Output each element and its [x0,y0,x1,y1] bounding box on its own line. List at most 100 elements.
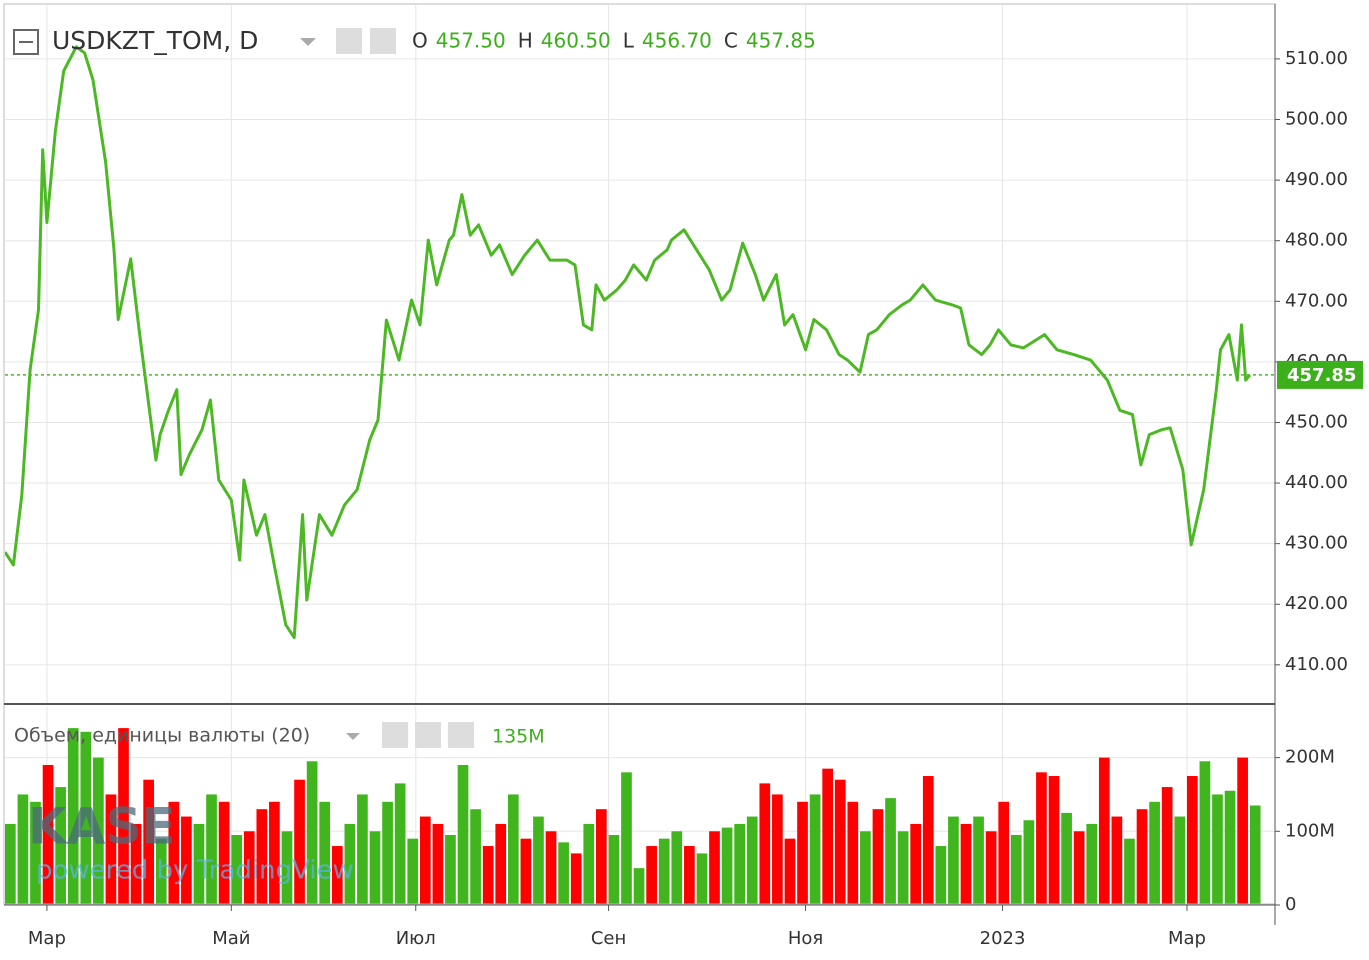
ohlc-label: O [412,29,428,53]
volume-bar [1036,772,1047,905]
volume-bar [130,823,142,905]
x-tick-label: Июл [396,928,436,949]
volume-bar [860,831,871,905]
volume-bar [294,779,305,905]
volume-bar [1124,838,1135,905]
volume-pane [5,728,1261,905]
volume-bar [193,823,205,905]
settings-button[interactable] [415,722,441,748]
volume-bar [1186,776,1198,905]
volume-bar [394,783,406,905]
volume-bar [633,868,645,905]
volume-bar [809,794,821,905]
volume-bar [772,794,783,905]
volume-bar [608,834,620,905]
volume-bar [595,809,607,905]
volume-bar [1098,757,1110,905]
volume-bar [671,831,683,905]
ohlc-value: 456.70 [642,29,712,53]
volume-bar [1111,816,1123,905]
y-tick-label: 430.00 [1285,533,1348,554]
volume-bar [1073,831,1085,905]
volume-bar [256,809,268,905]
price-pane [5,45,1275,640]
volume-bar [1174,816,1186,905]
last-price-label: 457.85 [1287,365,1356,386]
y-tick-label: 470.00 [1285,290,1348,311]
eye-button[interactable] [336,28,362,54]
volume-bar [621,772,632,905]
volume-bar [533,816,544,905]
settings-button[interactable] [370,28,396,54]
x-tick-label: 2023 [980,928,1026,949]
volume-bar [143,779,155,905]
dropdown-arrow[interactable] [300,38,316,46]
volume-bar [1136,809,1148,905]
volume-bar [834,779,846,905]
volume-bar [1010,834,1022,905]
volume-bar [495,823,507,905]
x-tick-label: Май [212,928,250,949]
volume-bar [721,827,733,905]
volume-bar [407,838,419,905]
volume-bar [457,764,469,905]
volume-bar [570,853,582,905]
volume-bar [369,831,381,905]
volume-bar [306,761,318,905]
volume-value: 135M [492,726,545,748]
watermark-logo: KASE [28,798,176,856]
volume-bar [1224,790,1236,905]
close-button[interactable] [448,722,474,748]
volume-bar [80,731,92,905]
axes: 410.00420.00430.00440.00450.00460.00470.… [28,48,1363,949]
x-tick-label: Сен [591,928,626,949]
volume-bar [269,801,280,905]
volume-bar [759,783,771,905]
volume-bar [734,823,745,905]
ohlc-value: 460.50 [541,29,611,53]
volume-bar [797,801,808,905]
y-tick-label: 490.00 [1285,169,1348,190]
symbol-title[interactable]: USDKZT_TOM, D [52,26,258,55]
volume-bar [885,798,896,905]
volume-bar [432,823,444,905]
price-line [5,45,1252,640]
eye-button[interactable] [382,722,408,748]
volume-bar [445,834,456,905]
volume-bar [30,801,41,905]
y-tick-label: 420.00 [1285,593,1348,614]
volume-bar [1212,794,1223,905]
x-tick-label: Мар [28,928,66,949]
dropdown-arrow[interactable] [346,733,360,740]
ohlc-legend: O 457.50 H 460.50 L 456.70 C 457.85 [412,29,816,53]
x-tick-label: Ноя [788,928,823,949]
ohlc-label: H [518,29,533,53]
ohlc-label: C [724,29,738,53]
volume-bar [1061,812,1072,905]
ohlc-value: 457.50 [436,29,506,53]
volume-bar [281,831,293,905]
volume-bar [646,846,657,905]
volume-bar [847,801,859,905]
y-tick-label: 200M [1285,747,1335,768]
volume-bar [243,831,255,905]
volume-bar [709,831,720,905]
volume-bar [5,823,16,905]
volume-bar [998,801,1010,905]
volume-bar [357,794,368,905]
y-tick-label: 510.00 [1285,48,1348,69]
volume-bar [155,838,167,905]
watermark: KASE powered by TradingView [28,798,354,886]
volume-bar [168,801,180,905]
volume-bar [331,846,343,905]
volume-bar [105,794,117,905]
volume-bar [1249,805,1261,905]
volume-bar [558,842,569,905]
volume-bar [545,831,557,905]
volume-bar [507,794,519,905]
volume-bar [746,816,758,905]
volume-bar [897,831,909,905]
x-tick-label: Мар [1168,928,1206,949]
